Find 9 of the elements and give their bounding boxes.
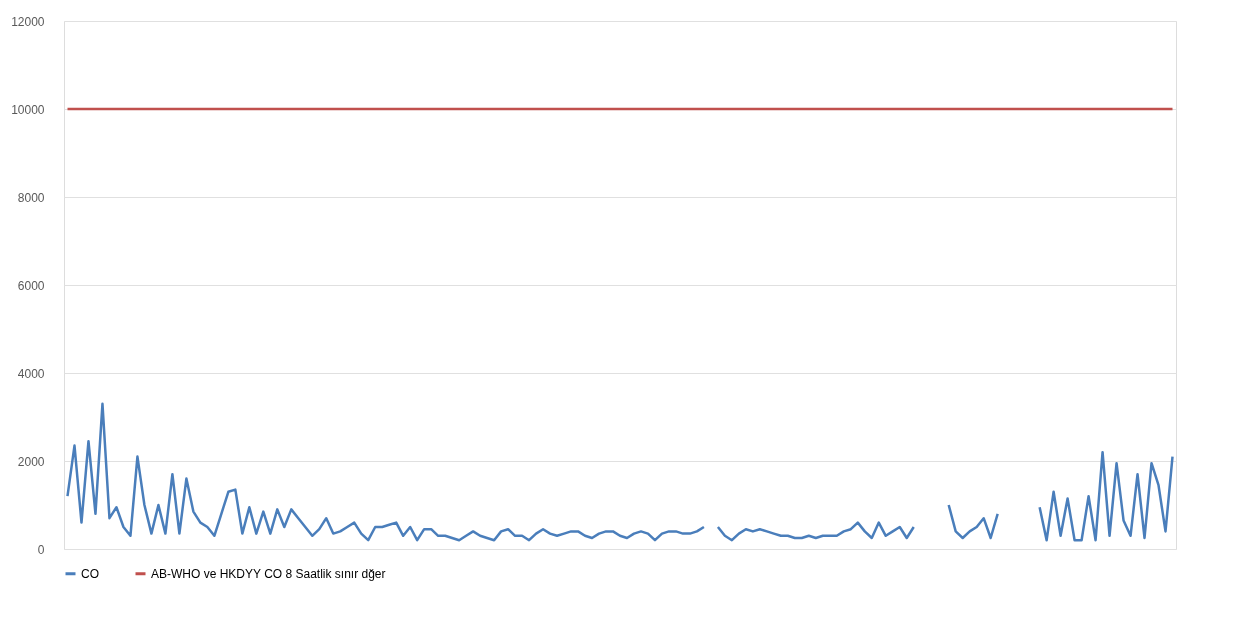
y-tick-label: 8000 [17,190,45,205]
y-tick-label: 6000 [17,278,45,293]
y-tick-label: 2000 [17,454,45,469]
legend-label: AB-WHO ve HKDYY CO 8 Saatlik sınır dğer [151,566,386,581]
y-tick-label: 0 [37,542,45,557]
y-tick-label: 12000 [11,14,45,29]
y-tick-label: 4000 [17,366,45,381]
legend-label: CO [81,566,99,581]
y-tick-label: 10000 [11,102,45,117]
